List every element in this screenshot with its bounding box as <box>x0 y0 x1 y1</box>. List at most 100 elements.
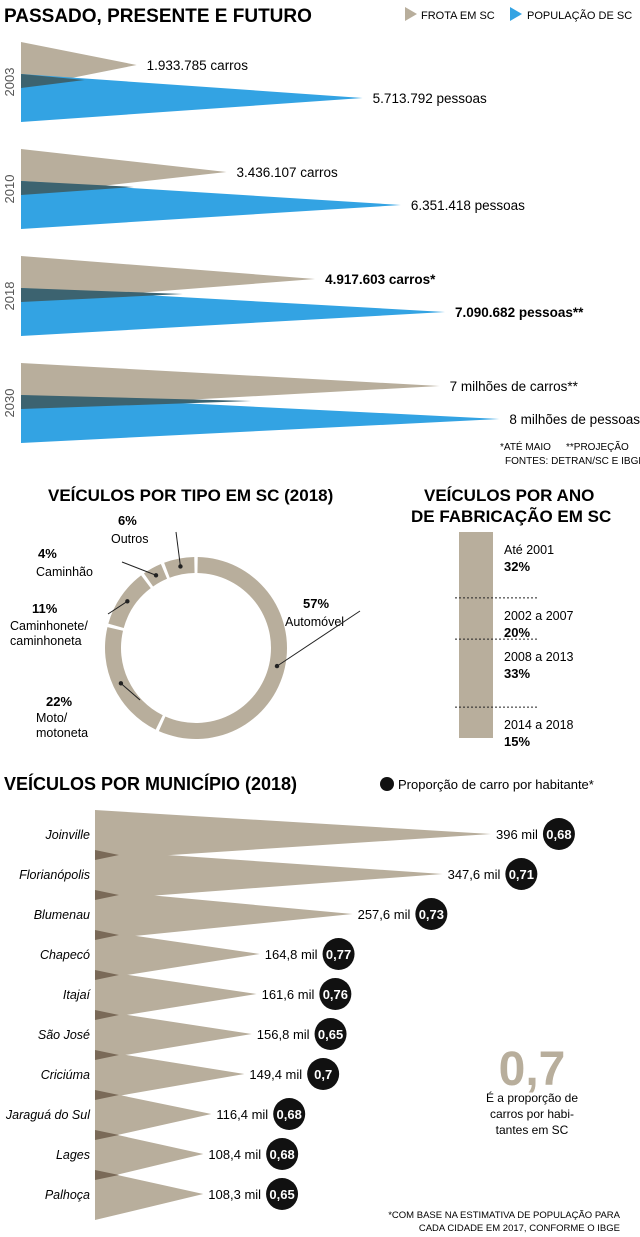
note-projecao: **PROJEÇÃO <box>566 440 629 453</box>
section1-legend: FROTA EM SC POPULAÇÃO DE SC <box>405 7 632 22</box>
donut-leader-dot-2 <box>125 599 130 604</box>
municipality-overlap-4 <box>95 970 119 980</box>
municipality-wedge-9 <box>95 1170 204 1220</box>
municipality-wedge-4 <box>95 970 257 1020</box>
ratio-value-5: 0,65 <box>318 1027 343 1042</box>
ratio-value-1: 0,71 <box>509 867 534 882</box>
donut-slice-2 <box>108 575 151 628</box>
donut-category-label-1: Moto/motoneta <box>36 711 88 740</box>
year-label-2030: 2030 <box>2 389 17 418</box>
donut-category-line-1-2: motoneta <box>36 726 88 740</box>
donut-slice-1 <box>105 627 163 730</box>
donut-leader-2 <box>107 600 128 615</box>
municipality-title: VEÍCULOS POR MUNICÍPIO (2018) <box>4 773 297 794</box>
ratio-badge-4 <box>319 978 352 1010</box>
donut-leader-dot-4 <box>178 564 183 569</box>
year-category-label-1: 2002 a 2007 <box>504 609 574 623</box>
donut-category-line-2-1: Caminhonete/ <box>10 619 88 633</box>
fleet-wedge-2018 <box>21 256 316 302</box>
donut-category-label-3: Caminhão <box>36 565 93 579</box>
ratio-value-0: 0,68 <box>546 827 571 842</box>
ratio-badge-0 <box>542 818 575 850</box>
municipality-overlap-5 <box>95 1010 119 1020</box>
year-label-2010: 2010 <box>2 175 17 204</box>
ratio-badge-6 <box>307 1058 340 1090</box>
ratio-badge-3 <box>322 938 355 970</box>
municipality-wedge-7 <box>95 1090 212 1140</box>
donut-leader-4 <box>175 531 181 567</box>
donut-chart: 57% Automóvel 22% Moto/motoneta 11% Caminhone… <box>10 513 361 740</box>
year-category-label-3: 2014 a 2018 <box>504 718 574 732</box>
year-value-label-3: 15% <box>504 734 530 749</box>
municipality-value-6: 149,4 mil <box>249 1067 302 1082</box>
population-wedge-2030 <box>21 395 500 443</box>
ratio-legend-label: Proporção de carro por habitante* <box>398 777 594 792</box>
ratio-badge-8 <box>266 1138 299 1170</box>
donut-value-label-4: 6% <box>118 513 137 528</box>
overlap-wedge-2018 <box>21 288 183 302</box>
population-value-label-2010: 6.351.418 pessoas <box>411 198 525 213</box>
municipality-wedge-5 <box>95 1010 252 1060</box>
donut-value-label-2: 11% <box>32 601 58 616</box>
overlap-wedge-2030 <box>21 395 252 409</box>
municipality-wedge-2 <box>95 890 353 940</box>
donut-category-label-0: Automóvel <box>285 615 344 629</box>
year-bar-chart: Até 2001 32% 2002 a 2007 20% 2008 a 2013 33% 2… <box>455 532 574 749</box>
legend-population-swatch <box>510 7 522 21</box>
ratio-value-2: 0,73 <box>419 907 444 922</box>
fleet-value-label-2018: 4.917.603 carros* <box>325 272 436 287</box>
donut-category-label-4: Outros <box>111 532 149 546</box>
municipality-wedge-1 <box>95 850 443 900</box>
municipality-value-2: 257,6 mil <box>358 907 411 922</box>
year-label-2018: 2018 <box>2 282 17 311</box>
fleet-value-label-2010: 3.436.107 carros <box>236 165 338 180</box>
municipality-overlap-8 <box>95 1130 119 1140</box>
overlap-wedge-2003 <box>21 74 85 88</box>
municipality-overlap-1 <box>95 850 119 860</box>
fleet-wedge-2010 <box>21 149 227 195</box>
year-category-label-2: 2008 a 2013 <box>504 650 574 664</box>
fleet-wedge-2030 <box>21 363 440 409</box>
municipality-overlap-2 <box>95 890 119 900</box>
ratio-badge-9 <box>266 1178 299 1210</box>
municipality-wedge-0 <box>95 810 491 860</box>
legend-fleet-swatch <box>405 7 417 21</box>
population-value-label-2018: 7.090.682 pessoas** <box>455 305 584 320</box>
municipality-name-8: Lages <box>56 1148 90 1162</box>
ratio-badge-1 <box>505 858 538 890</box>
donut-category-line-2-2: caminhoneta <box>10 634 82 648</box>
highlight-text-2: carros por habi- <box>490 1107 574 1121</box>
section1-title: PASSADO, PRESENTE E FUTURO <box>4 6 312 27</box>
donut-category-label-2: Caminhonete/caminhoneta <box>10 619 88 648</box>
donut-value-label-1: 22% <box>46 694 72 709</box>
municipality-value-3: 164,8 mil <box>265 947 318 962</box>
year-value-label-1: 20% <box>504 625 530 640</box>
municipality-name-2: Blumenau <box>34 908 90 922</box>
legend-fleet-label: FROTA EM SC <box>421 10 495 22</box>
year-category-label-0: Até 2001 <box>504 543 554 557</box>
municipality-value-0: 396 mil <box>496 827 538 842</box>
municipality-name-7: Jaraguá do Sul <box>5 1108 91 1122</box>
year-value-label-2: 33% <box>504 666 530 681</box>
municipality-value-9: 108,3 mil <box>208 1187 261 1202</box>
municipality-overlap-9 <box>95 1170 119 1180</box>
donut-leader-dot-3 <box>153 573 159 578</box>
donut-value-label-3: 4% <box>38 546 57 561</box>
municipality-overlap-7 <box>95 1090 119 1100</box>
ratio-badge-5 <box>314 1018 347 1050</box>
municipality-wedge-8 <box>95 1130 204 1180</box>
highlight-value: 0,7 <box>499 1043 566 1096</box>
ratio-value-9: 0,65 <box>269 1187 294 1202</box>
municipality-value-7: 116,4 mil <box>216 1107 268 1122</box>
ratio-value-7: 0,68 <box>277 1107 302 1122</box>
municipality-overlap-3 <box>95 930 119 940</box>
year-title-line2: DE FABRICAÇÃO EM SC <box>411 506 611 526</box>
overlap-wedge-2010 <box>21 181 135 195</box>
municipality-name-9: Palhoça <box>45 1188 90 1202</box>
fleet-value-label-2030: 7 milhões de carros** <box>450 379 579 394</box>
ratio-value-4: 0,76 <box>323 987 348 1002</box>
population-value-label-2003: 5.713.792 pessoas <box>373 91 487 106</box>
population-wedge-2010 <box>21 181 401 229</box>
donut-leader-dot-0 <box>274 663 280 669</box>
municipality-value-1: 347,6 mil <box>448 867 501 882</box>
